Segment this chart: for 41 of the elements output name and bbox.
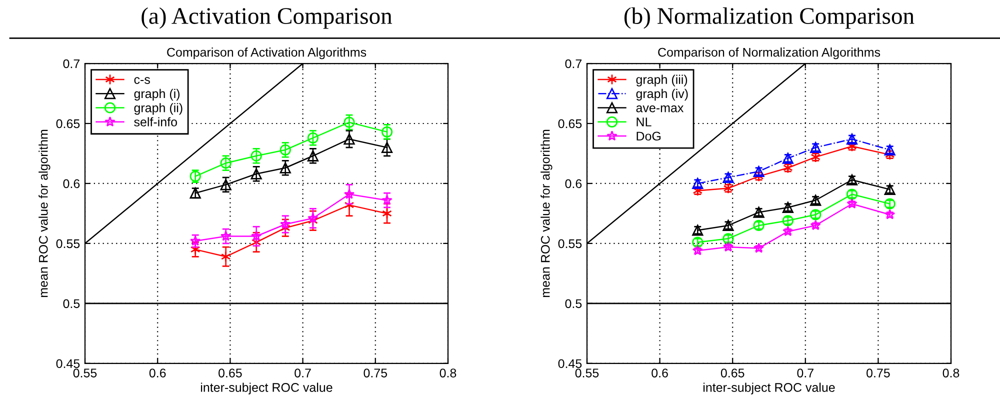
chart-title: (b) Normalization Comparison <box>624 7 914 29</box>
y-tick-label: 0.5 <box>565 299 582 308</box>
y-tick-label: 0.45 <box>558 359 582 368</box>
legend-label: self-info <box>134 117 177 126</box>
y-tick-label: 0.6 <box>63 179 80 188</box>
chart-subtitle: Comparison of Activation Algorithms <box>167 48 366 60</box>
legend-label: NL <box>636 118 652 126</box>
x-tick-label: 0.8 <box>942 368 960 378</box>
y-tick-label: 0.65 <box>56 119 80 128</box>
y-tick-label: 0.55 <box>56 239 80 248</box>
x-tick-label: 0.6 <box>149 368 166 378</box>
y-tick-label: 0.55 <box>558 239 582 248</box>
legend-label: c-s <box>134 77 150 84</box>
x-axis-title: inter-subject ROC value <box>703 382 835 394</box>
y-tick-label: 0.5 <box>63 299 80 308</box>
x-tick-label: 0.8 <box>440 368 456 378</box>
x-tick-label: 0.6 <box>652 368 668 378</box>
x-tick-label: 0.65 <box>720 368 744 378</box>
x-tick-label: 0.55 <box>73 368 97 378</box>
x-tick-label: 0.55 <box>575 368 599 378</box>
legend-label: DoG <box>636 132 661 141</box>
y-axis-title: mean ROC value for algorithm <box>38 130 50 298</box>
x-tick-label: 0.75 <box>866 368 890 378</box>
y-tick-label: 0.65 <box>558 119 582 128</box>
x-tick-label: 0.75 <box>364 368 388 378</box>
x-tick-label: 0.7 <box>797 368 814 378</box>
x-axis-title: inter-subject ROC value <box>200 382 332 394</box>
legend-label: graph (iv) <box>636 88 688 101</box>
legend-label: graph (ii) <box>134 103 182 115</box>
chart-title: (a) Activation Comparison <box>142 7 392 29</box>
legend-label: graph (i) <box>134 88 180 101</box>
x-tick-label: 0.65 <box>218 368 242 378</box>
y-tick-label: 0.7 <box>565 59 582 68</box>
x-tick-label: 0.7 <box>294 368 311 378</box>
legend-label: graph (iii) <box>636 74 688 86</box>
y-tick-label: 0.7 <box>63 59 80 68</box>
chart-subtitle: Comparison of Normalization Algorithms <box>658 48 880 60</box>
y-axis-title: mean ROC value for algorithm <box>540 130 552 298</box>
y-tick-label: 0.45 <box>56 359 80 368</box>
legend-label: ave-max <box>636 105 684 112</box>
y-tick-label: 0.6 <box>565 179 582 188</box>
